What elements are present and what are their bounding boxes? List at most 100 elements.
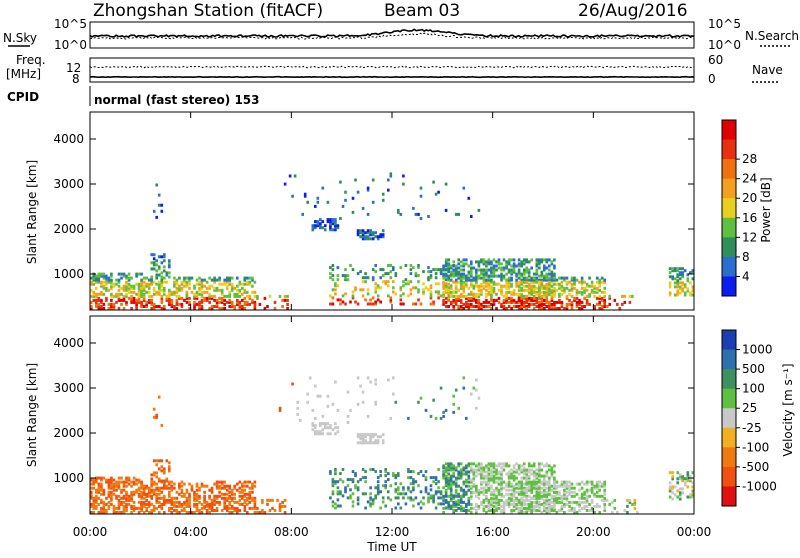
backscatter-cell [273, 509, 277, 512]
backscatter-cell [389, 416, 393, 420]
backscatter-cell [266, 498, 269, 502]
backscatter-cell [251, 490, 254, 494]
backscatter-cell [140, 494, 143, 498]
backscatter-cell [580, 282, 584, 286]
backscatter-cell [361, 206, 365, 210]
backscatter-cell [485, 482, 488, 486]
backscatter-cell [673, 285, 677, 289]
backscatter-cell [538, 486, 541, 490]
backscatter-cell [595, 286, 599, 290]
backscatter-cell [414, 272, 418, 276]
backscatter-cell [487, 305, 491, 308]
backscatter-cell [452, 268, 455, 272]
backscatter-cell [140, 305, 143, 308]
backscatter-cell [193, 292, 196, 296]
backscatter-cell [517, 468, 521, 472]
backscatter-cell [595, 290, 599, 294]
backscatter-cell [168, 465, 171, 469]
backscatter-cell [439, 268, 443, 272]
backscatter-cell [462, 276, 466, 280]
backscatter-cell [381, 439, 385, 443]
backscatter-cell [150, 496, 153, 500]
backscatter-cell [467, 270, 471, 274]
backscatter-cell [553, 272, 556, 276]
backscatter-cell [527, 498, 531, 502]
colorbar-segment [722, 447, 736, 468]
backscatter-cell [454, 504, 458, 508]
backscatter-cell [140, 300, 143, 304]
backscatter-cell [525, 482, 528, 486]
backscatter-cell [512, 492, 516, 496]
backscatter-cell [538, 472, 541, 476]
backscatter-cell [107, 480, 111, 484]
backscatter-cell [175, 500, 179, 504]
backscatter-cell [419, 490, 423, 494]
backscatter-cell [376, 284, 380, 288]
backscatter-cell [220, 296, 224, 300]
backscatter-cell [535, 472, 539, 476]
backscatter-cell [590, 509, 594, 512]
backscatter-cell [495, 298, 498, 302]
backscatter-cell [553, 258, 556, 262]
backscatter-cell [470, 470, 473, 474]
backscatter-cell [517, 298, 521, 302]
backscatter-cell [492, 268, 496, 272]
backscatter-cell [510, 300, 513, 304]
backscatter-cell [220, 509, 224, 512]
backscatter-cell [349, 264, 352, 267]
backscatter-cell [195, 282, 199, 286]
colorbar-segment [722, 178, 736, 199]
backscatter-cell [545, 298, 549, 302]
backscatter-cell [535, 262, 539, 266]
backscatter-cell [543, 509, 546, 512]
backscatter-cell [369, 439, 372, 443]
backscatter-cell [532, 506, 536, 510]
backscatter-cell [444, 470, 448, 474]
backscatter-cell [324, 422, 327, 426]
backscatter-cell [407, 280, 410, 284]
backscatter-cell [532, 472, 536, 476]
backscatter-cell [462, 286, 466, 290]
freq-unit-label: [MHz] [6, 67, 41, 81]
backscatter-cell [568, 504, 571, 508]
backscatter-cell [412, 206, 415, 210]
backscatter-cell [447, 480, 450, 484]
backscatter-cell [90, 492, 93, 496]
power-colorbar-label: Power [dB] [759, 177, 773, 242]
backscatter-cell [545, 498, 549, 502]
backscatter-cell [465, 282, 468, 286]
backscatter-cell [470, 270, 473, 274]
backscatter-cell [477, 288, 481, 292]
backscatter-cell [565, 490, 569, 494]
backscatter-cell [570, 482, 574, 486]
backscatter-cell [520, 274, 523, 278]
backscatter-cell [444, 278, 448, 282]
backscatter-cell [213, 494, 216, 498]
backscatter-cell [590, 288, 594, 292]
backscatter-cell [158, 292, 161, 296]
backscatter-cell [495, 468, 498, 472]
backscatter-cell [525, 266, 528, 270]
backscatter-cell [349, 408, 352, 412]
backscatter-cell [459, 462, 463, 466]
colorbar-segment [722, 276, 736, 297]
backscatter-cell [183, 502, 186, 506]
backscatter-cell [515, 280, 518, 284]
backscatter-cell [371, 237, 375, 241]
backscatter-cell [525, 488, 528, 492]
backscatter-cell [585, 288, 589, 292]
backscatter-cell [130, 286, 133, 290]
backscatter-cell [563, 488, 566, 492]
colorbar-segment [722, 408, 736, 429]
backscatter-cell [482, 509, 486, 512]
backscatter-cell [459, 307, 463, 310]
backscatter-cell [387, 284, 390, 288]
backscatter-cell [228, 278, 231, 282]
backscatter-cell [495, 470, 498, 474]
backscatter-cell [530, 490, 533, 494]
backscatter-cell [487, 502, 491, 506]
backscatter-cell [241, 292, 244, 296]
backscatter-cell [492, 488, 496, 492]
backscatter-cell [371, 178, 375, 182]
colorbar-segment [722, 466, 736, 487]
